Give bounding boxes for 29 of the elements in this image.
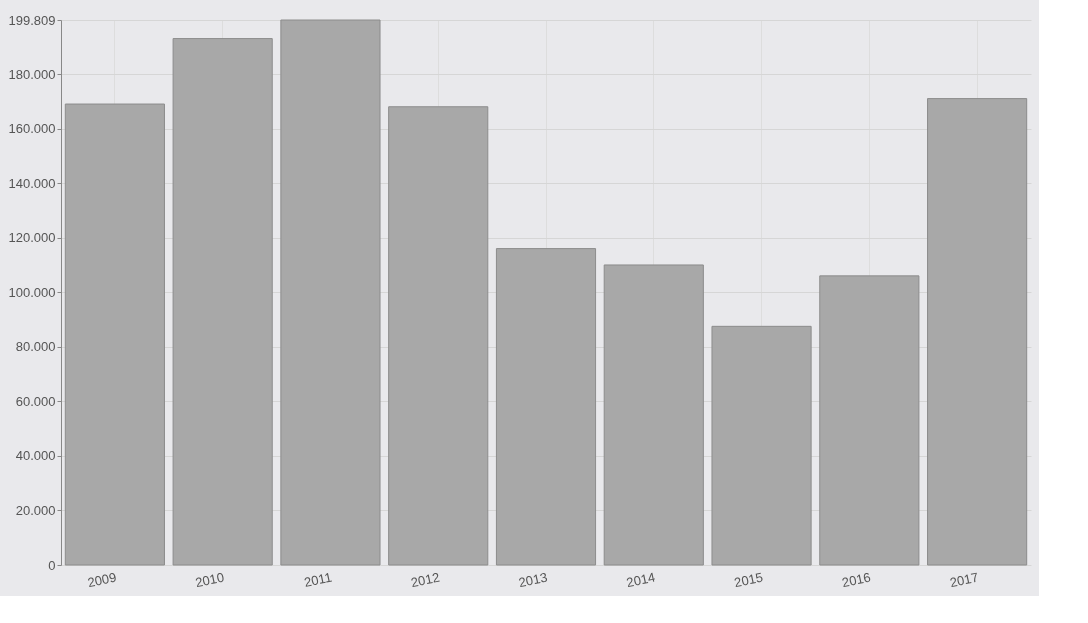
x-tick-label: 2015 <box>732 569 765 591</box>
bar <box>927 98 1028 566</box>
y-tick-label: 199.809 <box>8 12 56 28</box>
x-tick-label: 2010 <box>193 569 226 591</box>
bar <box>388 106 489 566</box>
y-tick-label: 120.000 <box>8 230 56 246</box>
bar <box>603 264 704 566</box>
bar <box>64 103 165 566</box>
bar <box>819 275 920 566</box>
bar <box>495 248 597 566</box>
y-tick-label: 80.000 <box>15 339 56 355</box>
x-tick-label: 2011 <box>302 569 334 591</box>
y-tick-label: 40.000 <box>15 448 56 464</box>
y-tick-label: 140.000 <box>8 175 56 191</box>
bar <box>280 19 381 566</box>
x-tick-label: 2016 <box>840 569 873 591</box>
y-tick-label: 0 <box>48 557 56 573</box>
x-tick-label: 2013 <box>517 569 549 591</box>
y-tick-label: 160.000 <box>8 121 56 137</box>
y-tick-label: 180.000 <box>8 66 56 82</box>
y-tick-label: 60.000 <box>15 393 56 409</box>
x-tick-label: 2009 <box>86 569 118 591</box>
x-tick-label: 2017 <box>948 569 980 591</box>
x-tick-label: 2014 <box>625 569 657 591</box>
y-tick-label: 20.000 <box>15 502 56 518</box>
bar <box>172 38 273 566</box>
bar <box>711 325 812 566</box>
x-tick-label: 2012 <box>409 569 441 591</box>
y-tick-label: 100.000 <box>8 284 56 300</box>
